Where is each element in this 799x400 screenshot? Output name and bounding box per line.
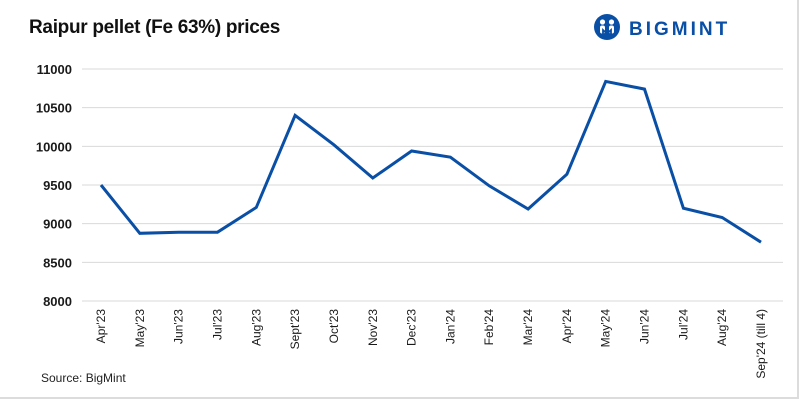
x-tick-label: Jul'24 [676,309,690,340]
x-tick-label: Apr'23 [94,309,108,344]
y-tick-label: 10000 [36,139,72,154]
y-tick-label: 8500 [43,255,72,270]
bigmint-people-icon [594,14,620,45]
x-tick-label: Feb'24 [482,309,496,346]
bigmint-logo-text: BIGMINT [629,18,731,40]
x-tick-label: Jul'23 [210,309,224,340]
price-line [99,79,762,244]
x-tick-label: Nov'23 [366,309,380,346]
x-axis-labels: Apr'23 May'23 Jun'23 Jul'23 Aug'23 Sept'23 Oct… [94,309,768,379]
x-tick-label: Mar'24 [521,309,535,346]
x-tick-label: Oct'23 [327,309,341,344]
y-tick-label: 9000 [43,217,72,232]
x-tick-label: Jun'23 [172,309,186,344]
gridlines [82,68,783,302]
y-axis-labels: 8000 8500 9000 9500 10000 10500 11000 [36,62,72,309]
x-tick-label: Dec'23 [405,309,419,346]
y-tick-label: 8000 [43,294,72,309]
x-tick-label: Apr'24 [560,309,574,344]
x-tick-label: Sept'23 [288,309,302,350]
x-tick-label: Aug'23 [249,309,263,346]
x-tick-label: Sep'24 (till 4) [754,309,768,379]
source-note: Source: BigMint [41,371,126,385]
x-tick-label: Jun'24 [638,309,652,344]
y-tick-label: 11000 [37,62,72,77]
x-tick-label: May'24 [599,309,613,348]
x-tick-label: May'23 [133,309,147,348]
chart-title: Raipur pellet (Fe 63%) prices [29,17,281,38]
y-tick-label: 10500 [36,101,72,116]
x-tick-label: Jan'24 [443,309,457,344]
bigmint-logo: BIGMINT [594,14,730,45]
x-tick-label: Aug'24 [715,309,729,346]
y-tick-label: 9500 [43,178,72,193]
